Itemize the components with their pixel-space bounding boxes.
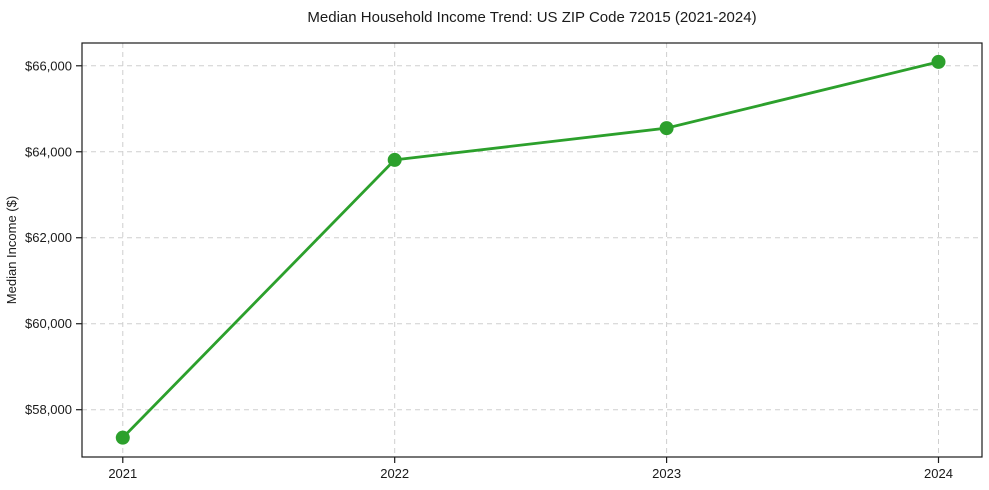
series-layer <box>115 54 946 445</box>
chart-title: Median Household Income Trend: US ZIP Co… <box>307 9 756 26</box>
trend-line <box>121 60 940 440</box>
x-tick-label: 2023 <box>652 466 681 481</box>
data-point <box>115 430 130 445</box>
axes-border <box>81 42 983 458</box>
x-tick-label: 2024 <box>924 466 953 481</box>
data-point <box>659 121 674 136</box>
y-tick-label: $58,000 <box>25 402 72 417</box>
y-tick-label: $66,000 <box>25 58 72 73</box>
data-point <box>931 54 946 69</box>
grid-layer <box>82 43 982 457</box>
x-tick-label: 2021 <box>108 466 137 481</box>
y-tick-label: $64,000 <box>25 144 72 159</box>
data-point <box>387 152 402 167</box>
y-axis-label: Median Income ($) <box>4 196 19 304</box>
y-tick-label: $62,000 <box>25 230 72 245</box>
tick-layer: $58,000 $60,000 $62,000 $64,000 $66,000 2021 2… <box>25 58 953 481</box>
x-tick-label: 2022 <box>380 466 409 481</box>
y-tick-label: $60,000 <box>25 316 72 331</box>
